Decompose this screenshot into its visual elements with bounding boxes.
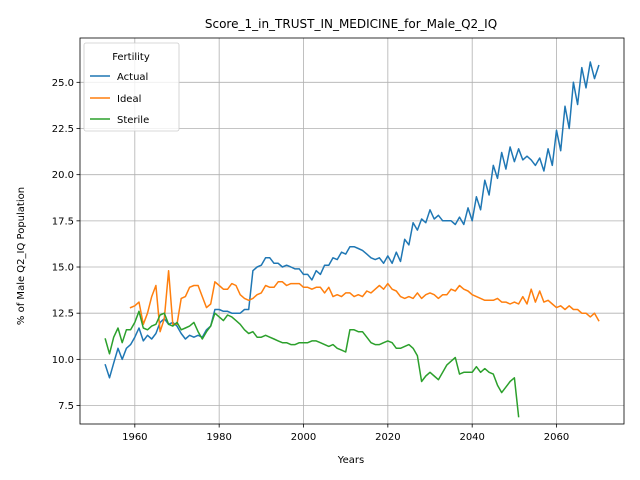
legend-box <box>83 42 180 132</box>
chart-title: Score_1_in_TRUST_IN_MEDICINE_for_Male_Q2… <box>205 17 497 31</box>
y-tick-label: 15.0 <box>52 263 74 274</box>
series-line-actual <box>104 61 600 379</box>
legend-title: Fertility <box>112 52 150 63</box>
y-axis-ticks: 7.5 10.0 12.5 15.0 17.5 20.0 22.5 25.0 <box>52 78 80 412</box>
series-lines <box>104 61 600 418</box>
y-tick-label: 10.0 <box>52 355 74 366</box>
y-tick-label: 12.5 <box>52 309 74 320</box>
x-tick-label: 2020 <box>375 432 400 443</box>
legend: Fertility Actual Ideal Sterile <box>83 42 180 132</box>
x-tick-label: 1980 <box>206 432 231 443</box>
legend-label-ideal: Ideal <box>117 94 141 105</box>
y-tick-label: 22.5 <box>52 124 74 135</box>
x-axis-ticks: 1960 1980 2000 2020 2040 2060 <box>122 424 569 443</box>
legend-label-sterile: Sterile <box>117 115 149 126</box>
y-tick-label: 17.5 <box>52 216 74 227</box>
y-tick-label: 7.5 <box>58 401 74 412</box>
x-tick-label: 2060 <box>544 432 569 443</box>
y-axis-title: % of Male Q2_IQ Population <box>16 187 27 325</box>
legend-label-actual: Actual <box>117 72 148 83</box>
x-axis-title: Years <box>337 455 364 466</box>
x-tick-label: 2040 <box>459 432 484 443</box>
legend-entry-actual: Actual <box>90 72 148 83</box>
legend-entry-sterile: Sterile <box>90 115 149 126</box>
y-tick-label: 25.0 <box>52 78 74 89</box>
legend-entry-ideal: Ideal <box>90 94 141 105</box>
x-tick-label: 2000 <box>291 432 316 443</box>
plot-frame <box>79 37 625 425</box>
series-line-ideal <box>129 269 600 333</box>
y-tick-label: 20.0 <box>52 170 74 181</box>
grid-lines <box>80 38 624 424</box>
series-line-sterile <box>104 310 520 418</box>
x-tick-label: 1960 <box>122 432 147 443</box>
